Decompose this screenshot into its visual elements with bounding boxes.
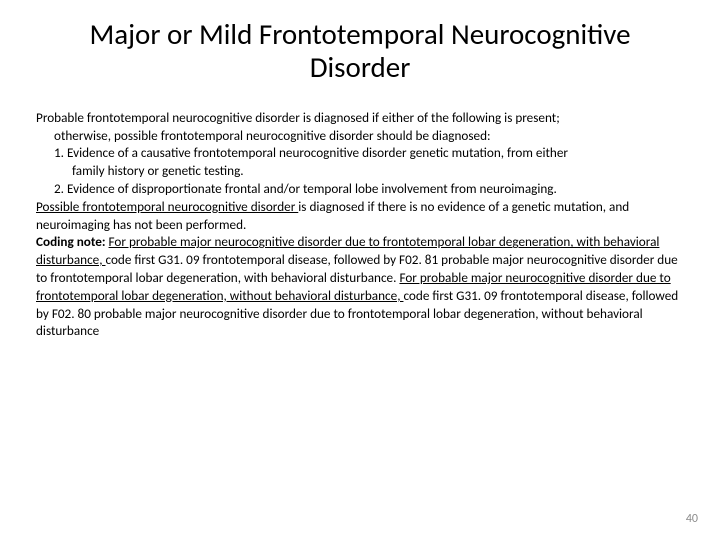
slide-title: Major or Mild Frontotemporal Neurocognit… [36,18,684,85]
para-otherwise: otherwise, possible frontotemporal neuro… [36,127,684,145]
para-possible: Possible frontotemporal neurocognitive d… [36,198,684,234]
coding-note-label: Coding note: [36,233,109,250]
para-criterion-1-cont: family history or genetic testing. [36,162,684,180]
page-number: 40 [686,512,698,526]
para-criterion-1: 1. Evidence of a causative frontotempora… [36,144,684,162]
para-coding-note: Coding note: For probable major neurocog… [36,233,684,340]
para-criterion-2: 2. Evidence of disproportionate frontal … [36,180,684,198]
possible-underline: Possible frontotemporal neurocognitive d… [36,198,298,215]
para-probable-intro: Probable frontotemporal neurocognitive d… [36,109,684,127]
body-content: Probable frontotemporal neurocognitive d… [36,109,684,341]
